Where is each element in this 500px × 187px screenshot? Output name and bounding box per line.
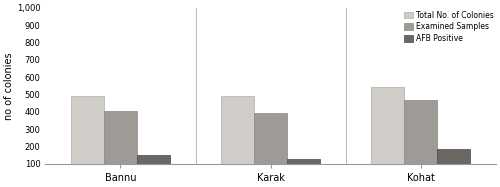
Bar: [254, 113, 287, 181]
Legend: Total No. of Colonies, Examined Samples, AFB Positive: Total No. of Colonies, Examined Samples,…: [402, 8, 496, 45]
Bar: [404, 100, 437, 181]
Bar: [221, 96, 254, 181]
Bar: [287, 159, 320, 181]
Bar: [371, 87, 404, 181]
Bar: [104, 111, 137, 181]
Y-axis label: no of colonies: no of colonies: [4, 52, 14, 119]
Bar: [71, 96, 104, 181]
Bar: [437, 149, 470, 181]
Bar: [137, 155, 170, 181]
